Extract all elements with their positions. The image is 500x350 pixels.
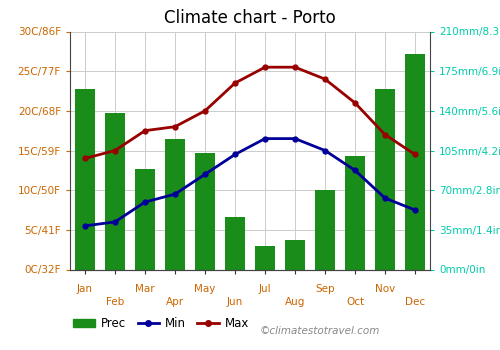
- Text: Mar: Mar: [135, 284, 155, 294]
- Bar: [256, 246, 275, 270]
- Text: Dec: Dec: [405, 297, 425, 307]
- Text: Jul: Jul: [258, 284, 272, 294]
- Text: ©climatestotravel.com: ©climatestotravel.com: [260, 326, 380, 336]
- Text: Sep: Sep: [315, 284, 335, 294]
- Text: Aug: Aug: [285, 297, 305, 307]
- Text: Jan: Jan: [77, 284, 93, 294]
- Bar: [405, 54, 425, 270]
- Text: Oct: Oct: [346, 297, 364, 307]
- Title: Climate chart - Porto: Climate chart - Porto: [164, 9, 336, 27]
- Bar: [375, 89, 395, 270]
- Text: May: May: [194, 284, 216, 294]
- Bar: [165, 139, 185, 270]
- Bar: [285, 240, 305, 270]
- Bar: [316, 190, 335, 270]
- Bar: [135, 169, 155, 270]
- Bar: [225, 217, 245, 270]
- Bar: [195, 153, 215, 270]
- Text: Apr: Apr: [166, 297, 184, 307]
- Text: Jun: Jun: [227, 297, 243, 307]
- Bar: [105, 113, 125, 270]
- Text: Feb: Feb: [106, 297, 124, 307]
- Legend: Prec, Min, Max: Prec, Min, Max: [68, 313, 254, 335]
- Bar: [75, 89, 95, 270]
- Bar: [345, 156, 365, 270]
- Text: Nov: Nov: [375, 284, 395, 294]
